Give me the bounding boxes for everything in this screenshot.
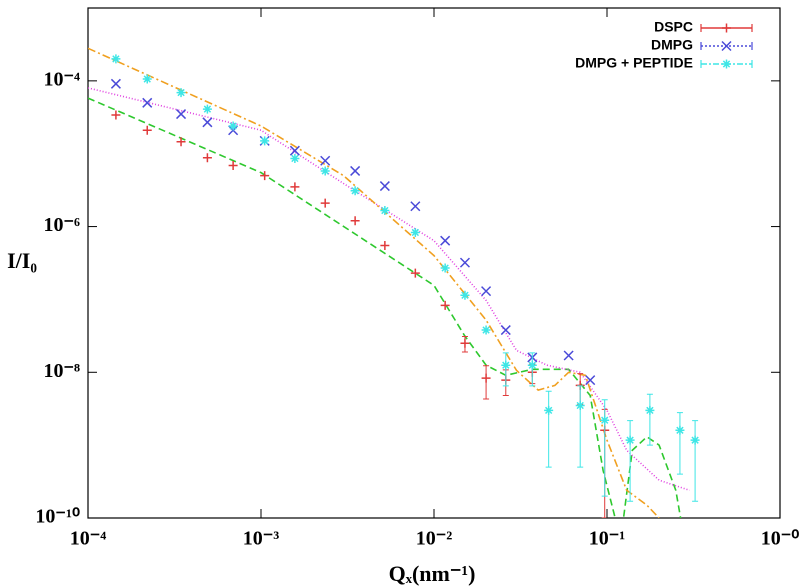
legend-end xyxy=(700,60,753,68)
error-bar xyxy=(692,420,699,502)
data-point xyxy=(320,166,330,176)
data-point xyxy=(575,401,585,411)
data-point xyxy=(176,88,186,98)
data-point xyxy=(111,54,121,64)
data-point xyxy=(228,121,238,131)
plot-area xyxy=(88,47,700,518)
data-point xyxy=(111,110,121,120)
data-point xyxy=(380,240,390,250)
legend-marker xyxy=(722,23,731,33)
data-point xyxy=(563,350,574,361)
data-point xyxy=(142,97,153,108)
data-point xyxy=(202,153,212,163)
data-point xyxy=(585,375,596,386)
data-point xyxy=(460,338,470,348)
data-point xyxy=(350,186,360,196)
legend-end xyxy=(700,42,753,50)
data-point xyxy=(380,206,390,216)
data-point xyxy=(501,360,511,370)
data-point xyxy=(176,109,187,120)
x-tick-label: 10⁻⁴ xyxy=(70,528,107,550)
data-point xyxy=(379,181,390,192)
y-tick-label: 10⁻¹⁰ xyxy=(35,506,80,528)
data-point xyxy=(645,405,655,415)
x-tick-label: 10⁻⁰ xyxy=(761,528,800,550)
data-point xyxy=(202,117,213,128)
fit-line xyxy=(88,47,660,518)
fit-line xyxy=(88,87,690,492)
fit-line xyxy=(88,97,682,518)
legend-label: DMPG xyxy=(651,37,693,53)
data-point xyxy=(320,198,330,208)
data-point xyxy=(440,235,451,246)
data-point xyxy=(410,268,420,278)
error-bar xyxy=(627,420,634,502)
data-point xyxy=(202,104,212,114)
data-point xyxy=(260,171,270,181)
data-point xyxy=(544,405,554,415)
data-point xyxy=(289,145,300,156)
data-point xyxy=(481,325,491,335)
legend-label: DSPC xyxy=(654,19,693,35)
data-point xyxy=(290,182,300,192)
data-point xyxy=(481,373,491,383)
legend-label: DMPG + PEPTIDE xyxy=(575,55,693,71)
data-point xyxy=(290,153,300,163)
data-point xyxy=(228,160,238,170)
legend-marker xyxy=(722,59,731,69)
data-point xyxy=(527,360,537,370)
data-point xyxy=(110,78,121,89)
x-axis-label: Qₓ(nm⁻¹) xyxy=(389,561,476,586)
error-bar xyxy=(646,393,653,446)
data-point xyxy=(600,415,610,425)
data-point xyxy=(460,290,470,300)
data-point xyxy=(459,257,470,268)
error-bar xyxy=(601,399,608,497)
data-point xyxy=(260,136,270,146)
data-point xyxy=(690,435,700,445)
y-tick-label: 10⁻⁴ xyxy=(43,68,80,90)
data-point xyxy=(440,263,450,273)
error-bar xyxy=(676,412,683,475)
data-point xyxy=(625,435,635,445)
data-point xyxy=(350,165,361,176)
data-point xyxy=(350,216,360,226)
data-point xyxy=(481,286,492,297)
y-axis-label: I/I₀ xyxy=(7,248,37,273)
data-point xyxy=(500,325,511,336)
data-point xyxy=(142,125,152,135)
error-bar xyxy=(545,390,552,468)
data-point xyxy=(142,74,152,84)
legend-marker xyxy=(721,40,732,52)
x-tick-label: 10⁻² xyxy=(416,528,453,550)
legend-end xyxy=(700,24,753,32)
data-point xyxy=(176,137,186,147)
y-tick-label: 10⁻⁶ xyxy=(43,214,80,236)
y-tick-label: 10⁻⁸ xyxy=(43,360,80,382)
data-point xyxy=(410,227,420,237)
data-point xyxy=(410,201,421,212)
data-point xyxy=(675,425,685,435)
plot-frame xyxy=(87,7,781,519)
data-point xyxy=(320,155,331,166)
x-tick-label: 10⁻¹ xyxy=(589,528,626,550)
x-tick-label: 10⁻³ xyxy=(243,528,280,550)
data-point xyxy=(440,300,450,310)
error-bar xyxy=(577,385,584,468)
